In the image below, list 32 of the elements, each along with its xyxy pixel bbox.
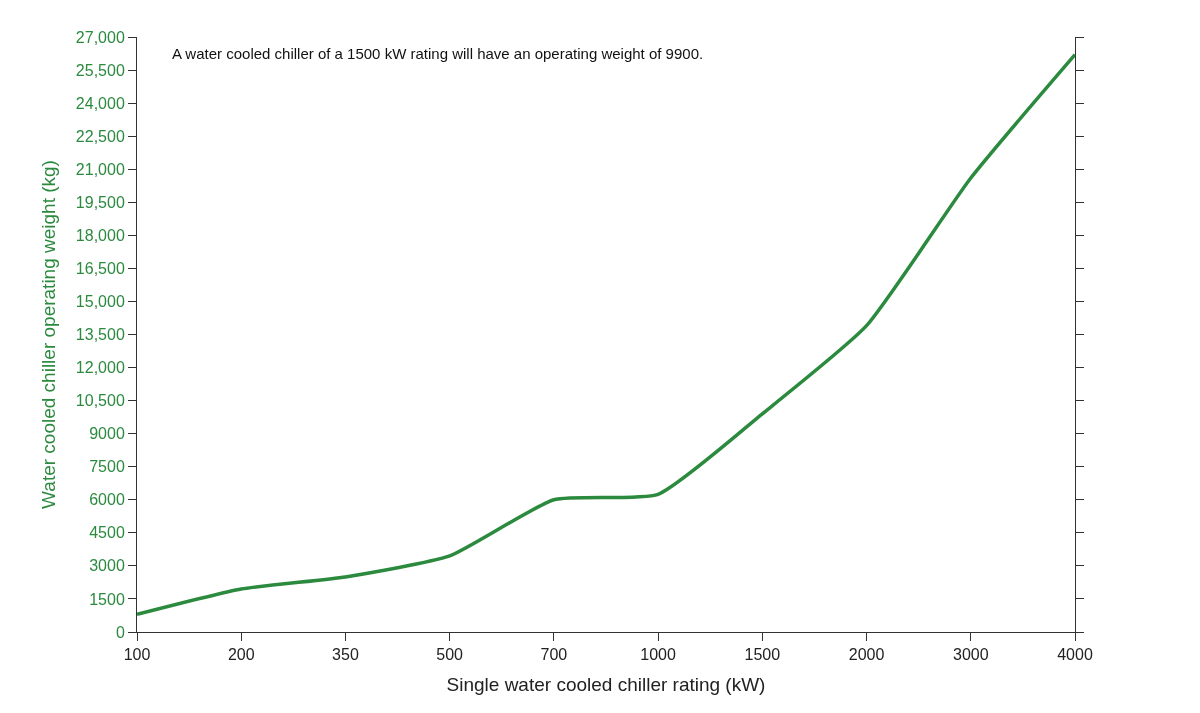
y-tick-label: 1500: [89, 590, 125, 608]
y-tick-label: 0: [115, 623, 125, 641]
y-tick-label: 3000: [89, 557, 125, 575]
x-tick-label: 1500: [744, 646, 781, 664]
x-tick-label: 1000: [640, 646, 677, 664]
y-tick-label: 7500: [89, 458, 125, 476]
y-tick-label: 4500: [89, 524, 125, 542]
y-tick-label: 18,000: [75, 226, 125, 244]
y-tick-label: 13,500: [75, 326, 125, 344]
x-tick-label: 100: [123, 646, 151, 664]
x-tick-label: 500: [436, 646, 464, 664]
y-tick-label: 15,000: [75, 293, 125, 311]
x-tick-label: 200: [227, 646, 255, 664]
x-tick-label: 4000: [1057, 646, 1093, 664]
x-tick-label: 3000: [952, 646, 989, 664]
y-tick-label: 24,000: [75, 94, 125, 112]
y-tick-label: 27,000: [75, 28, 125, 46]
x-axis-title: Single water cooled chiller rating (kW): [446, 674, 766, 695]
x-tick-label: 700: [540, 646, 568, 664]
y-tick-label: 22,500: [75, 127, 125, 145]
x-tick-label: 350: [332, 646, 359, 664]
y-tick-label: 6000: [89, 491, 125, 509]
y-tick-label: 10,500: [75, 392, 125, 410]
y-tick-label: 21,000: [75, 160, 125, 178]
y-axis-title: Water cooled chiller operating weight (kg): [37, 160, 59, 509]
y-tick-label: 25,500: [75, 61, 125, 79]
annotation: A water cooled chiller of a 1500 kW rating will have an operating weight of 9900.: [172, 45, 704, 62]
y-tick-label: 9000: [89, 425, 125, 443]
y-tick-label: 19,500: [75, 193, 125, 211]
y-tick-label: 16,500: [75, 259, 125, 277]
y-tick-label: 12,000: [75, 359, 125, 377]
x-tick-label: 2000: [848, 646, 885, 664]
